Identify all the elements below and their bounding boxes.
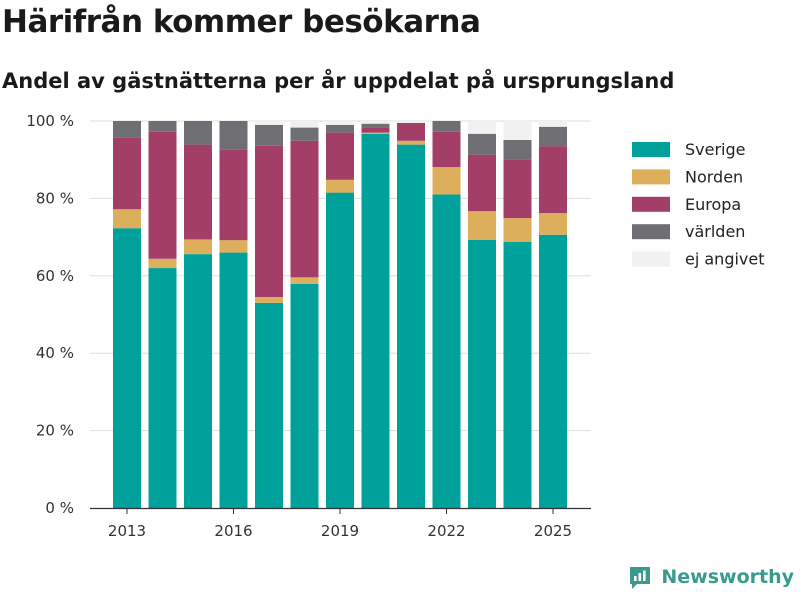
- x-tick-label: 2022: [427, 522, 465, 540]
- legend-swatch: [632, 196, 670, 212]
- bar-segment: [184, 144, 212, 240]
- bar-segment: [148, 131, 177, 259]
- bar-segment: [113, 209, 141, 229]
- bar-segment: [113, 228, 141, 508]
- legend-swatch: [632, 224, 670, 240]
- x-tick-label: 2016: [214, 522, 252, 540]
- bar-segment: [468, 133, 496, 155]
- bar-segment: [219, 149, 248, 241]
- axes: 0 % 20 % 40 % 60 % 80 % 100 % 2013 2016 2019 2022…: [26, 112, 591, 540]
- bar-segment: [148, 268, 177, 508]
- legend-label: ej angivet: [685, 250, 765, 269]
- bar-segment: [184, 254, 212, 508]
- y-tick-label: 100 %: [26, 112, 74, 130]
- bar-segment: [219, 240, 248, 253]
- y-tick-label: 40 %: [36, 344, 74, 362]
- bar-segment: [503, 121, 532, 140]
- bar-segment: [290, 121, 319, 128]
- bar-segment: [539, 234, 567, 508]
- bar-segment: [503, 159, 532, 219]
- legend-label: Norden: [685, 167, 743, 186]
- bar-segment: [219, 121, 248, 150]
- legend-swatch: [632, 169, 670, 185]
- bar-segment: [255, 302, 283, 508]
- bar-segment: [326, 124, 354, 133]
- bar-segment: [184, 121, 212, 145]
- x-tick-label: 2019: [321, 522, 359, 540]
- bar-segment: [255, 297, 283, 303]
- bar-segment: [539, 213, 567, 235]
- bar-segment: [219, 252, 248, 508]
- bar-segment: [397, 121, 425, 123]
- y-tick-label: 60 %: [36, 267, 74, 285]
- y-tick-label: 80 %: [36, 189, 74, 207]
- bar-segment: [326, 121, 354, 125]
- bar-segment: [432, 194, 461, 508]
- bar-segment: [397, 144, 425, 508]
- y-tick-label: 20 %: [36, 422, 74, 440]
- legend-swatch: [632, 251, 670, 267]
- bar-segment: [113, 121, 141, 138]
- chart-title: Härifrån kommer besökarna: [2, 4, 481, 40]
- bar-segment: [361, 132, 390, 134]
- bar-segment: [326, 179, 354, 193]
- brand: Newsworthy: [627, 564, 794, 590]
- bar-segment: [468, 211, 496, 240]
- bar-segment: [539, 146, 567, 214]
- bar-segment: [539, 126, 567, 147]
- bar-segment: [290, 127, 319, 141]
- bar-segment: [148, 121, 177, 132]
- bar-segment: [432, 131, 461, 168]
- bar-segment: [503, 241, 532, 508]
- bar-segment: [290, 283, 319, 508]
- brand-name: Newsworthy: [661, 566, 794, 588]
- bar-segment: [326, 192, 354, 508]
- bar-segment: [361, 121, 390, 124]
- chart-subtitle: Andel av gästnätterna per år uppdelat på…: [2, 69, 675, 93]
- legend-label: Europa: [685, 195, 741, 214]
- legend: Sverige Norden Europa världen ej angivet: [632, 140, 765, 269]
- bar-segment: [255, 121, 283, 125]
- bar-segment: [290, 277, 319, 284]
- bar-segment: [255, 145, 283, 298]
- bars: [113, 121, 567, 508]
- legend-label: Sverige: [685, 140, 746, 159]
- bar-segment: [468, 154, 496, 212]
- x-tick-label: 2025: [534, 522, 572, 540]
- bar-segment: [397, 122, 425, 141]
- bar-segment: [432, 121, 461, 132]
- bar-segment: [361, 133, 390, 508]
- bar-segment: [361, 123, 390, 128]
- bar-segment: [148, 258, 177, 269]
- legend-label: världen: [685, 222, 745, 241]
- bar-segment: [503, 139, 532, 160]
- bar-segment: [290, 140, 319, 278]
- bar-segment: [432, 167, 461, 195]
- bar-segment: [113, 137, 141, 210]
- bar-segment: [503, 218, 532, 242]
- y-tick-label: 0 %: [45, 499, 74, 517]
- bar-segment: [539, 121, 567, 127]
- bar-segment: [468, 239, 496, 508]
- bar-segment: [326, 132, 354, 180]
- bar-segment: [361, 127, 390, 133]
- legend-swatch: [632, 142, 670, 157]
- bar-segment: [468, 121, 496, 134]
- bar-segment: [255, 124, 283, 146]
- newsworthy-logo-icon: [630, 567, 651, 589]
- x-tick-label: 2013: [108, 522, 146, 540]
- bar-segment: [397, 140, 425, 145]
- bar-segment: [184, 239, 212, 255]
